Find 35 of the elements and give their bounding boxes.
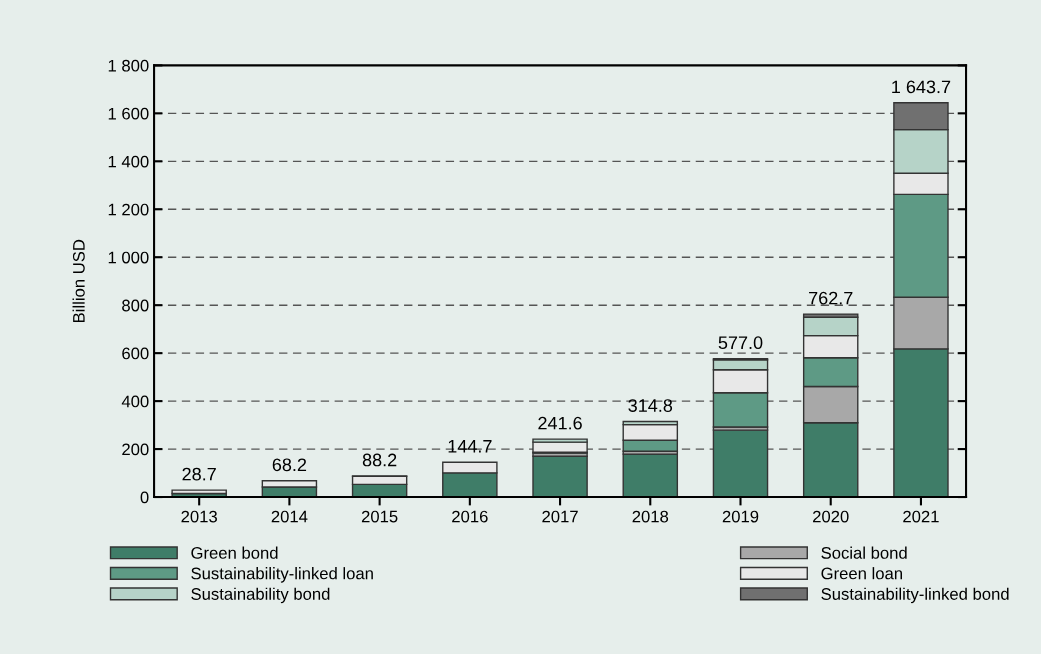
x-tick-label: 2016	[452, 510, 488, 523]
legend-label: Green bond	[191, 546, 278, 559]
x-tick-label: 2017	[542, 510, 578, 523]
total-label: 241.6	[538, 416, 582, 430]
x-tick-label: 2014	[271, 510, 308, 523]
legend-label: Social bond	[821, 546, 907, 559]
y-tick-label: 600	[122, 347, 149, 360]
x-tick-label: 2020	[813, 510, 849, 523]
x-tick-label: 2021	[903, 510, 939, 523]
legend-label: Sustainability-linked bond	[821, 587, 1009, 604]
y-tick-label: 0	[140, 491, 149, 504]
total-label: 28.7	[182, 467, 216, 481]
y-tick-label: 1 400	[108, 155, 149, 168]
x-tick-label: 2019	[722, 510, 759, 523]
legend-label: Sustainability bond	[191, 587, 330, 604]
y-tick-label: 400	[121, 395, 149, 408]
y-tick-label: 1 600	[108, 107, 149, 120]
total-label: 314.8	[628, 399, 673, 412]
y-tick-label: 1 800	[108, 59, 149, 72]
legend-label: Sustainability-linked loan	[191, 567, 373, 583]
y-tick-label: 1 200	[108, 203, 149, 216]
total-label: 68.2	[272, 458, 307, 472]
total-label: 1 643.7	[892, 80, 951, 94]
total-label: 88.2	[362, 453, 397, 467]
legend-label: Green loan	[821, 567, 902, 580]
y-tick-label: 1 000	[108, 251, 149, 264]
x-tick-label: 2013	[181, 510, 217, 523]
x-tick-label: 2018	[632, 510, 669, 523]
x-tick-label: 2015	[361, 510, 398, 523]
y-axis-title: Billion USD	[72, 239, 85, 322]
total-label: 762.7	[809, 291, 853, 305]
total-label: 577.0	[718, 336, 763, 350]
y-tick-label: 200	[122, 443, 149, 456]
y-tick-label: 800	[122, 299, 149, 312]
total-label: 144.7	[448, 440, 492, 453]
